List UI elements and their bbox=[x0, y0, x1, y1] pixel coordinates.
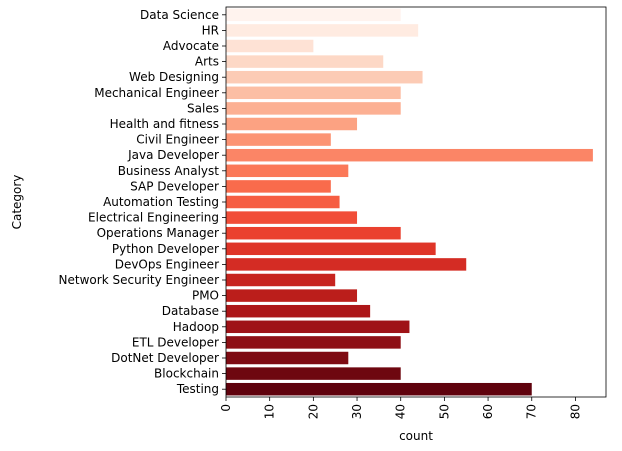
bar-testing bbox=[226, 382, 532, 396]
bar-arts bbox=[226, 55, 384, 68]
category-label: Business Analyst bbox=[118, 164, 220, 178]
bar-electrical-engineering bbox=[226, 211, 358, 224]
bar-pmo bbox=[226, 289, 358, 302]
category-label: Data Science bbox=[140, 8, 219, 22]
bar-network-security-engineer bbox=[226, 273, 336, 287]
x-tick-label: 70 bbox=[525, 404, 539, 419]
category-label: Operations Manager bbox=[97, 226, 219, 240]
bar-web-designing bbox=[226, 70, 423, 84]
category-label: ETL Developer bbox=[132, 335, 219, 349]
bar-database bbox=[226, 304, 371, 318]
x-tick-label: 80 bbox=[568, 404, 582, 419]
category-label: Java Developer bbox=[127, 148, 219, 162]
bar-advocate bbox=[226, 39, 314, 53]
x-tick-label: 50 bbox=[437, 404, 451, 419]
category-label: Mechanical Engineer bbox=[94, 86, 219, 100]
bar-civil-engineer bbox=[226, 133, 331, 146]
x-ticks: 0 10 20 30 40 50 60 70 80 bbox=[219, 397, 582, 419]
bar-sap-developer bbox=[226, 180, 331, 193]
bar-automation-testing bbox=[226, 195, 340, 209]
bar-mechanical-engineer bbox=[226, 86, 401, 100]
bar-dotnet-developer bbox=[226, 351, 349, 365]
y-axis-title: Category bbox=[10, 175, 24, 230]
category-label: Civil Engineer bbox=[136, 133, 219, 147]
bar-sales bbox=[226, 102, 401, 115]
category-label: Hadoop bbox=[173, 320, 219, 334]
category-label: Python Developer bbox=[112, 242, 219, 256]
bar-java-developer bbox=[226, 148, 593, 162]
category-label: Blockchain bbox=[154, 367, 219, 381]
category-label: Web Designing bbox=[129, 70, 219, 84]
x-tick-label: 20 bbox=[306, 404, 320, 419]
bar-blockchain bbox=[226, 367, 401, 380]
category-label: PMO bbox=[192, 289, 219, 303]
x-tick-label: 60 bbox=[481, 404, 495, 419]
bar-etl-developer bbox=[226, 336, 401, 349]
category-label: Testing bbox=[176, 382, 219, 396]
bar-hadoop bbox=[226, 320, 410, 334]
category-label: HR bbox=[202, 23, 219, 37]
x-tick-label: 30 bbox=[350, 404, 364, 419]
bar-python-developer bbox=[226, 242, 436, 256]
category-label: Health and fitness bbox=[110, 117, 219, 131]
x-tick-label: 0 bbox=[219, 404, 233, 412]
category-label: Sales bbox=[187, 101, 219, 115]
category-label: Database bbox=[162, 304, 219, 318]
category-label: Automation Testing bbox=[103, 195, 219, 209]
category-label: DevOps Engineer bbox=[115, 257, 219, 271]
category-label: SAP Developer bbox=[130, 179, 219, 193]
category-label: Electrical Engineering bbox=[88, 211, 219, 225]
category-label: DotNet Developer bbox=[111, 351, 219, 365]
category-label: Advocate bbox=[163, 39, 219, 53]
bar-devops-engineer bbox=[226, 258, 467, 271]
bar-hr bbox=[226, 24, 419, 37]
category-label: Network Security Engineer bbox=[59, 273, 220, 287]
bar-operations-manager bbox=[226, 226, 401, 240]
plot-frame bbox=[225, 6, 607, 398]
bar-business-analyst bbox=[226, 164, 349, 178]
x-tick-label: 10 bbox=[263, 404, 277, 419]
bars-group bbox=[226, 8, 593, 396]
category-label: Arts bbox=[195, 55, 219, 69]
bar-data-science bbox=[226, 8, 401, 22]
bar-health-and-fitness bbox=[226, 117, 358, 131]
x-tick-label: 40 bbox=[394, 404, 408, 419]
x-axis-title: count bbox=[399, 429, 433, 443]
